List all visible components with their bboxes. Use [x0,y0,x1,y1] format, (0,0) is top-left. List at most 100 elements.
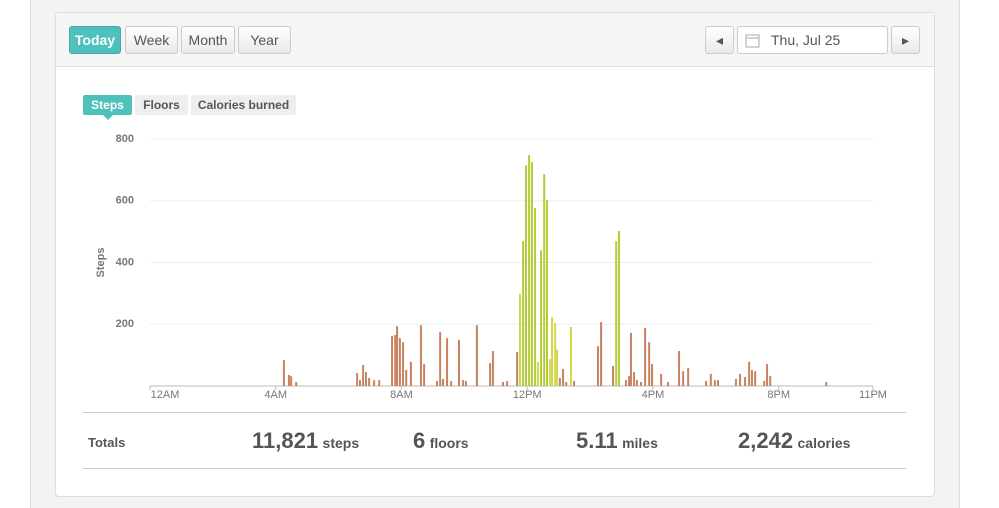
y-tick-label: 600 [116,195,134,207]
range-button[interactable]: Year [238,26,291,54]
bar [629,332,632,386]
bar [435,381,438,386]
bar [362,365,365,386]
bar [287,374,290,386]
bar [562,369,565,386]
y-axis-label: Steps [95,248,107,278]
bar [368,377,371,386]
bar [290,376,293,386]
bar [763,381,766,386]
bar [551,317,554,386]
y-tick-label: 400 [116,256,134,268]
bar [489,363,492,386]
bar [543,174,546,386]
bar [734,378,737,386]
range-button[interactable]: Today [69,26,121,54]
bar [378,380,381,386]
totals-label: Totals [88,435,126,450]
bar [635,380,638,386]
bar [709,373,712,386]
bar [439,331,442,386]
total: 11,821 steps [252,428,359,454]
tab[interactable]: Steps [83,95,132,115]
bar [648,342,651,386]
bar [423,364,426,386]
bar [558,377,561,386]
bar [534,208,537,386]
bar [705,381,708,386]
bar [766,364,769,386]
chart: 200 400 600 800 12AM 4AM 8AM 12PM 4PM 8PM 11PM Step… [95,133,887,401]
tab[interactable]: Floors [135,95,188,115]
bar [573,381,576,386]
y-tick-label: 200 [116,318,134,330]
card [55,12,935,497]
range-button[interactable]: Week [125,26,178,54]
bar [391,335,394,386]
bar [628,376,631,386]
bar [565,381,568,386]
next-button[interactable]: ▸ [891,26,920,54]
total-value: 6 [413,428,426,453]
total-unit: calories [797,435,851,451]
total-unit: floors [429,435,469,451]
total-unit: steps [322,435,360,451]
x-tick-label: 12PM [513,389,542,401]
bar [394,335,397,386]
calendar-icon [745,34,760,48]
bar [419,325,422,386]
bar [651,364,654,386]
bar [569,327,572,386]
tab[interactable]: Calories burned [191,95,296,115]
bar [660,373,663,386]
bar [398,338,401,386]
total-value: 11,821 [252,428,319,453]
bar [754,371,757,386]
divider [83,412,906,413]
bar [295,381,298,386]
bar [405,369,408,386]
bar [502,381,505,386]
bar [491,351,494,386]
bar [667,381,670,386]
x-tick-label: 12AM [151,389,180,401]
bar [678,351,681,386]
divider [83,468,906,469]
bar [356,373,359,386]
date-picker[interactable]: Thu, Jul 25 [737,26,888,54]
bar [713,380,716,386]
bar [744,377,747,386]
x-tick-label: 8PM [767,389,790,401]
bar [825,381,828,386]
bar [522,241,525,386]
bar [364,372,367,386]
bar [524,165,527,386]
y-tick-label: 800 [116,133,134,145]
bar [518,293,521,386]
bar [446,338,449,386]
bar [549,359,552,386]
bar [402,342,405,386]
bar [640,381,643,386]
bar [464,381,467,386]
bar [600,322,603,386]
bar [441,378,444,386]
bar [546,200,549,386]
bar [516,352,519,386]
total: 2,242 calories [738,428,850,454]
total: 6 floors [413,428,469,454]
bar [536,361,539,386]
bar [748,361,751,386]
bar [458,339,461,386]
bar [644,327,647,386]
bar [554,323,557,386]
bar [596,346,599,386]
bar [462,380,465,386]
x-tick-label: 11PM [859,389,887,401]
bar [739,373,742,386]
bar [682,371,685,386]
prev-button[interactable]: ◂ [705,26,734,54]
range-button[interactable]: Month [181,26,235,54]
bar [769,376,772,386]
